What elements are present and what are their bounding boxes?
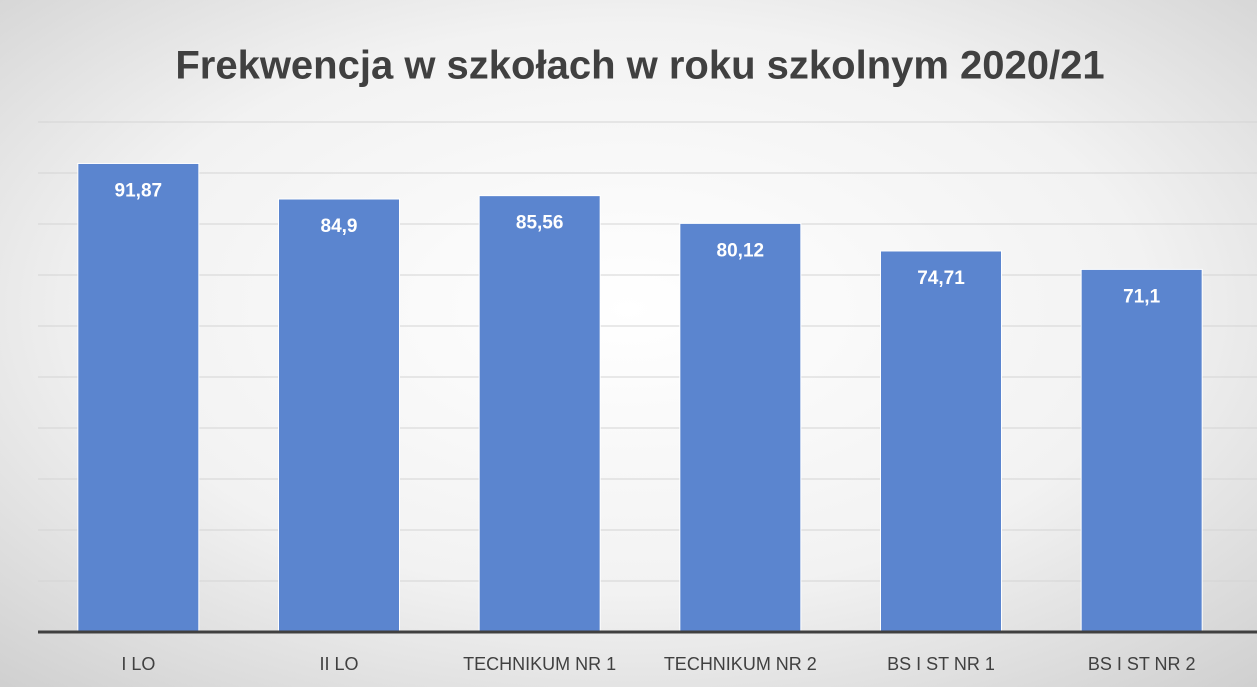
value-label: 71,1 <box>1123 286 1160 307</box>
x-tick-label: I LO <box>121 654 155 674</box>
bar <box>278 198 400 633</box>
x-tick-label: BS I ST NR 1 <box>887 654 995 674</box>
chart-title: Frekwencja w szkołach w roku szkolnym 20… <box>175 44 1104 88</box>
value-label: 91,87 <box>115 180 163 201</box>
value-label: 84,9 <box>321 216 358 237</box>
bar <box>880 250 1002 633</box>
x-tick-label: II LO <box>319 654 358 674</box>
value-label: 74,71 <box>917 268 965 289</box>
value-label: 80,12 <box>717 240 765 261</box>
value-label: 85,56 <box>516 213 564 234</box>
bar <box>77 162 200 633</box>
x-tick-label: TECHNIKUM NR 1 <box>463 654 616 674</box>
bar <box>1080 268 1203 633</box>
x-tick-label: TECHNIKUM NR 2 <box>664 654 817 674</box>
bar <box>679 222 802 633</box>
x-tick-label: BS I ST NR 2 <box>1088 654 1196 674</box>
bar <box>478 195 601 633</box>
